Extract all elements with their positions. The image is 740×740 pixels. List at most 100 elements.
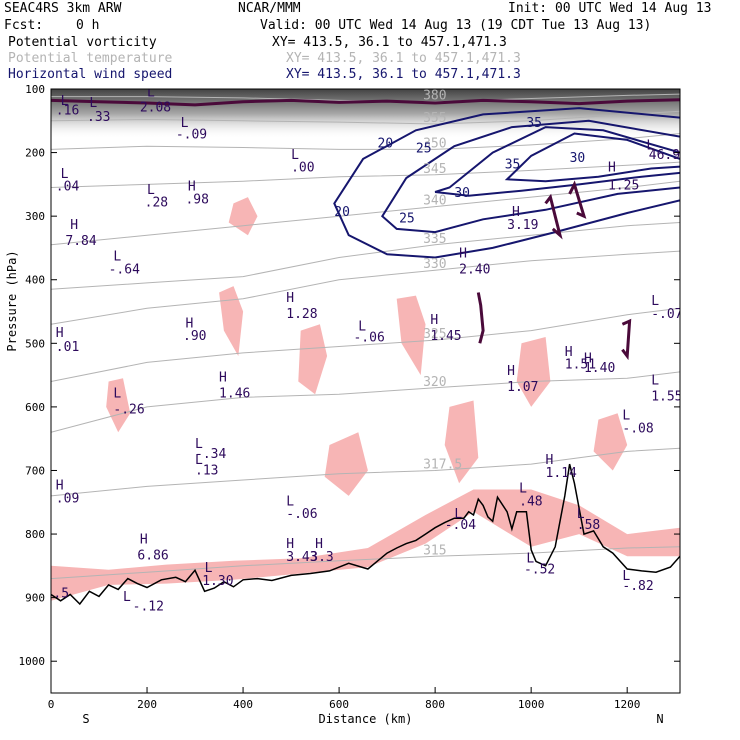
- hl-label-2: L: [147, 86, 155, 101]
- theta-label-345: 345: [423, 162, 446, 177]
- hl-label-32: L: [358, 320, 366, 335]
- y-tick-label-300: 300: [25, 210, 45, 223]
- pv-contour-4: [621, 318, 632, 361]
- wind-label-1: 25: [399, 212, 415, 227]
- x-axis-label: Distance (km): [319, 712, 413, 726]
- theta-contour-325: [51, 307, 680, 382]
- pv-shading-4: [106, 378, 131, 433]
- wind-label-3: 20: [378, 136, 394, 151]
- hl-label-10: L: [61, 167, 69, 182]
- x-tick-label-1000: 1000: [518, 698, 545, 711]
- y-tick-label-1000: 1000: [19, 655, 46, 668]
- hl-label-50: L: [113, 386, 121, 401]
- hl-label-84: .5: [53, 587, 69, 602]
- pv-contour-1: [544, 193, 563, 240]
- y-tick-label-400: 400: [25, 274, 45, 287]
- hl-label-41: 1.51: [565, 358, 596, 373]
- hl-label-1: .16: [56, 103, 79, 118]
- hl-label-33: -.06: [353, 330, 384, 345]
- hl-label-18: L: [113, 250, 121, 265]
- hl-label-26: L: [646, 138, 654, 153]
- theta-label-340: 340: [423, 194, 446, 209]
- hl-label-54: L: [195, 437, 203, 452]
- hl-label-35: 1.45: [430, 329, 461, 344]
- pv-shading-6: [324, 432, 368, 496]
- theta-label-315: 315: [423, 543, 446, 558]
- y-tick-label-900: 900: [25, 592, 45, 605]
- y-axis-label: Pressure (hPa): [5, 250, 19, 351]
- hl-label-80: L: [622, 569, 630, 584]
- hl-label-70: H: [140, 533, 148, 548]
- wind-label-6: 35: [526, 116, 542, 131]
- pv-shading-0: [51, 489, 680, 601]
- hl-label-67: -.04: [445, 518, 476, 533]
- hl-label-83: -.12: [133, 599, 164, 614]
- hl-label-5: .33: [87, 110, 110, 125]
- header-fcst-label: Fcst:: [4, 18, 44, 33]
- hl-label-9: .00: [291, 161, 314, 176]
- header-init: Init: 00 UTC Wed 14 Aug 13: [508, 1, 712, 16]
- wind-contour-35-3: [504, 132, 680, 183]
- hl-label-37: -.07: [651, 307, 682, 322]
- hl-label-27: 46.94: [649, 148, 688, 163]
- hl-label-73: 3.43: [286, 550, 317, 565]
- hl-label-16: H: [70, 218, 78, 233]
- pv-shading-3: [298, 324, 328, 395]
- hl-label-38: H: [56, 326, 64, 341]
- x-tick-label-1200: 1200: [614, 698, 641, 711]
- y-tick-label-200: 200: [25, 147, 45, 160]
- hl-label-23: 3.19: [507, 218, 538, 233]
- hl-label-79: 1.30: [202, 574, 233, 589]
- theta-contour-320: [51, 371, 680, 433]
- hl-label-44: H: [219, 370, 227, 385]
- hl-label-8: L: [291, 148, 299, 163]
- hl-label-12: H: [188, 180, 196, 195]
- hl-label-63: .48: [519, 494, 542, 509]
- wind-label-0: 20: [334, 205, 350, 220]
- hl-label-47: 1.07: [507, 380, 538, 395]
- hl-label-56: L: [195, 453, 203, 468]
- field-title-pv: Potential vorticity: [8, 35, 157, 50]
- hl-label-57: .13: [195, 463, 218, 478]
- theta-contour-340: [51, 180, 680, 246]
- hl-label-64: L: [286, 494, 294, 509]
- y-tick-label-600: 600: [25, 401, 45, 414]
- theta-label-380: 380: [423, 89, 446, 104]
- theta-contour-335: [51, 222, 680, 290]
- x-tick-label-800: 800: [425, 698, 445, 711]
- wind-label-2: 25: [416, 142, 432, 157]
- hl-label-53: -.08: [622, 421, 653, 436]
- hl-label-71: 6.86: [137, 548, 168, 563]
- header-valid: Valid: 00 UTC Wed 14 Aug 13 (19 CDT Tue …: [260, 18, 652, 33]
- hl-label-21: 2.40: [459, 262, 490, 277]
- hl-label-55: -.34: [195, 447, 226, 462]
- hl-label-68: L: [577, 507, 585, 522]
- endpoint-label-right: N: [656, 712, 663, 726]
- plot-area: 315 317.5 320 325 330 335 340 345 350 355 380 20 25 2…: [51, 86, 688, 614]
- pv-shading-1: [219, 286, 244, 356]
- y-tick-label-500: 500: [25, 337, 45, 350]
- pv-contour-3: [476, 292, 485, 344]
- wind-label-7: 30: [570, 151, 586, 166]
- hl-label-34: H: [430, 313, 438, 328]
- hl-label-72: H: [286, 537, 294, 552]
- y-tick-label-100: 100: [25, 83, 45, 96]
- hl-label-42: H: [584, 351, 592, 366]
- header-org: NCAR/MMM: [238, 1, 301, 16]
- theta-label-350: 350: [423, 136, 446, 151]
- hl-label-78: L: [205, 561, 213, 576]
- hl-label-82: L: [123, 590, 131, 605]
- hl-label-15: .28: [145, 196, 168, 211]
- theta-contour-350: [51, 133, 680, 150]
- hl-label-17: 7.84: [65, 234, 96, 249]
- wind-contour-25-1: [381, 119, 680, 234]
- hl-label-46: H: [507, 364, 515, 379]
- theta-contour-355: [51, 110, 680, 125]
- theta-label-335: 335: [423, 232, 446, 247]
- hl-label-62: L: [519, 482, 527, 497]
- hl-label-28: H: [286, 291, 294, 306]
- hl-label-0: L: [61, 94, 69, 109]
- wind-contour-30-2: [434, 126, 680, 197]
- hl-label-61: .09: [56, 491, 79, 506]
